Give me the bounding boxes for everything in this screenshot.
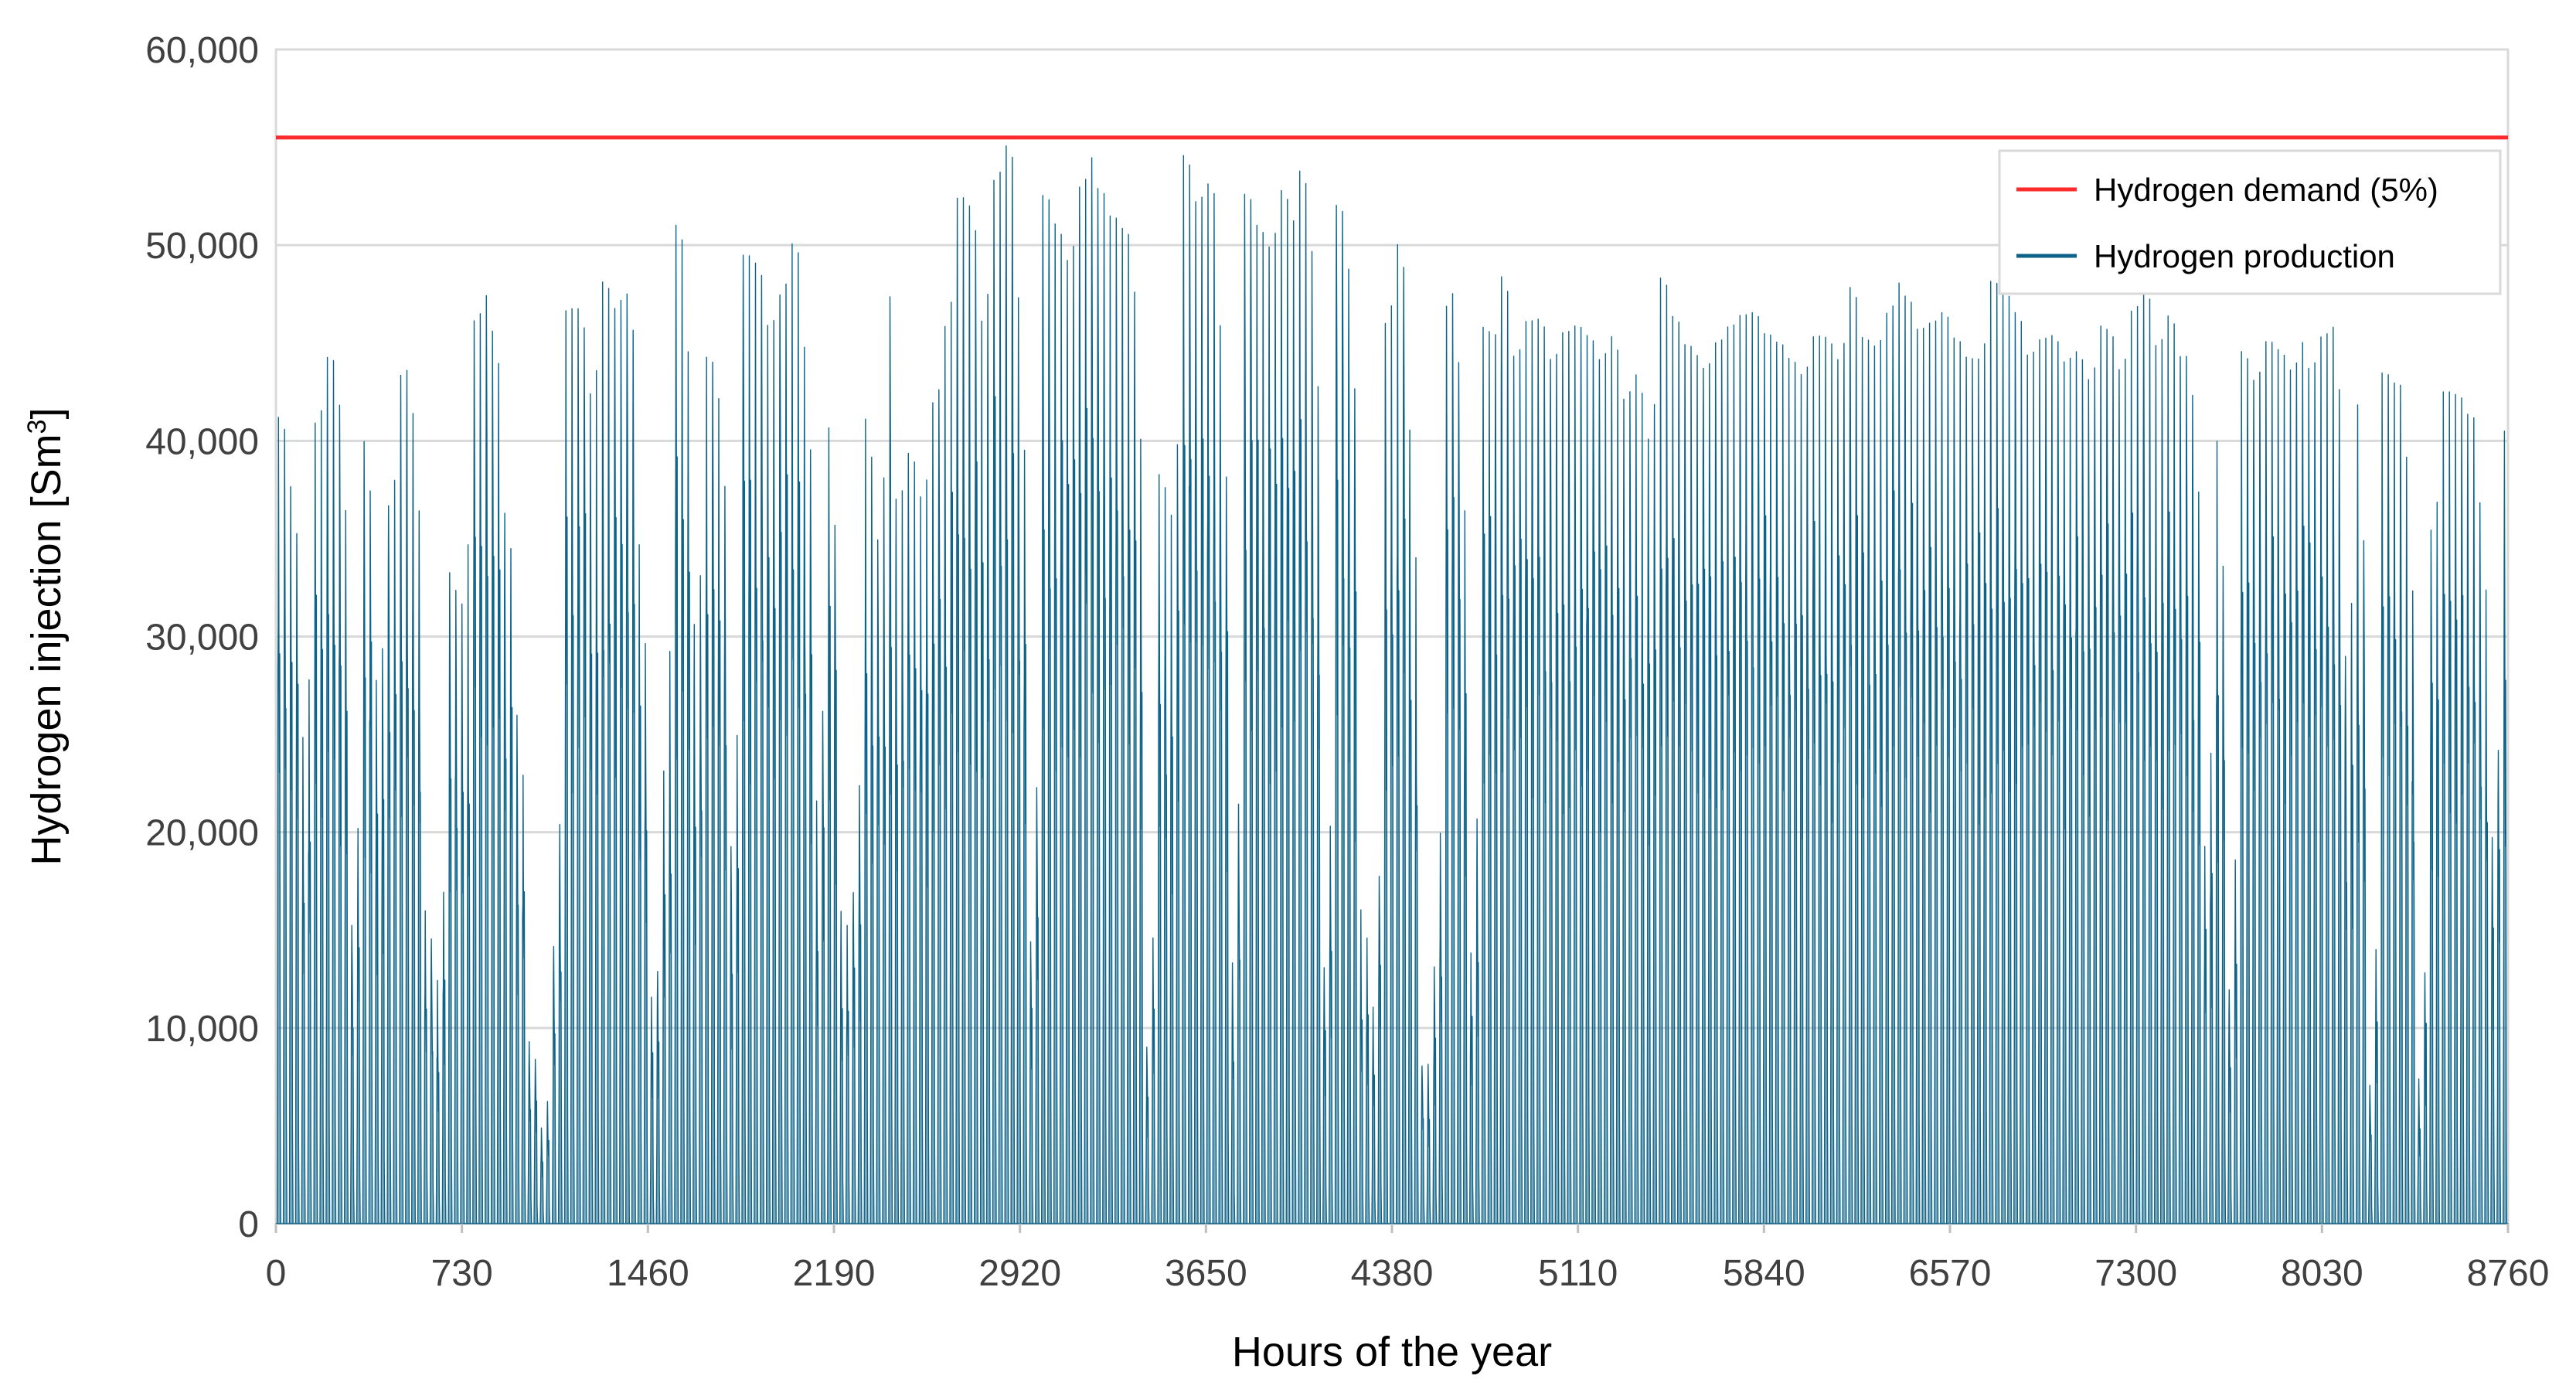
x-tick-label: 7300 [2094, 1253, 2177, 1294]
legend-label-production: Hydrogen production [2094, 238, 2395, 274]
production-series [275, 145, 2509, 1224]
y-tick-label: 20,000 [145, 813, 259, 854]
x-tick-labels: 0 730 1460 2190 2920 3650 4380 5110 5840 6570 7300… [266, 1224, 2550, 1294]
y-tick-label: 0 [238, 1204, 259, 1245]
x-axis-label: Hours of the year [1232, 1329, 1552, 1375]
x-tick-label: 0 [266, 1253, 287, 1294]
x-tick-label: 5840 [1723, 1253, 1805, 1294]
x-tick-label: 6570 [1909, 1253, 1992, 1294]
legend: Hydrogen demand (5%) Hydrogen production [1998, 149, 2502, 295]
y-tick-label: 50,000 [145, 226, 259, 267]
x-tick-label: 1460 [607, 1253, 689, 1294]
production-line [275, 145, 2509, 1224]
x-tick-label: 2920 [978, 1253, 1061, 1294]
legend-box [1998, 149, 2502, 295]
x-tick-label: 8760 [2467, 1253, 2550, 1294]
y-axis-label: Hydrogen injection [Sm3] [22, 407, 70, 865]
y-tick-label: 60,000 [145, 30, 259, 71]
x-tick-label: 5110 [1538, 1253, 1618, 1294]
y-axis-label-text: Hydrogen injection [Sm [23, 434, 70, 865]
x-tick-label: 730 [431, 1253, 493, 1294]
legend-label-demand: Hydrogen demand (5%) [2094, 172, 2438, 208]
x-tick-label: 3650 [1165, 1253, 1247, 1294]
x-tick-label: 2190 [793, 1253, 876, 1294]
y-tick-labels: 0 10,000 20,000 30,000 40,000 50,000 60,000 [145, 30, 259, 1245]
y-tick-label: 30,000 [145, 618, 259, 659]
y-axis-label-close: ] [23, 407, 70, 419]
y-tick-label: 10,000 [145, 1009, 259, 1050]
y-tick-label: 40,000 [145, 421, 259, 462]
x-tick-label: 4380 [1351, 1253, 1434, 1294]
y-axis-label-superscript: 3 [22, 419, 52, 434]
x-tick-label: 8030 [2281, 1253, 2363, 1294]
